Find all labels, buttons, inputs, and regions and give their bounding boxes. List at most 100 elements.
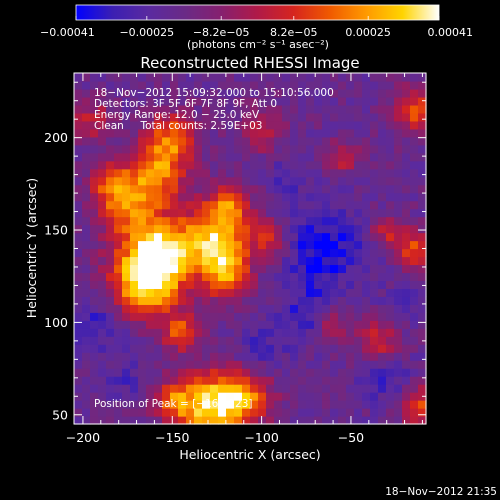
heatmap-cell <box>250 384 259 393</box>
heatmap-cell <box>250 336 259 345</box>
heatmap-cell <box>402 272 411 282</box>
heatmap-cell <box>194 320 203 329</box>
heatmap-cell <box>154 360 163 369</box>
heatmap-cell <box>330 96 339 106</box>
heatmap-cell <box>226 200 235 210</box>
heatmap-cell <box>138 80 147 90</box>
heatmap-cell <box>218 288 227 297</box>
heatmap-cell <box>194 104 203 114</box>
heatmap-cell <box>330 352 339 361</box>
heatmap-cell <box>242 296 251 305</box>
heatmap-cell <box>274 248 283 258</box>
heatmap-cell <box>218 248 227 258</box>
heatmap-cell <box>146 144 155 154</box>
heatmap-cell <box>130 400 139 409</box>
heatmap-cell <box>346 264 355 274</box>
heatmap-cell <box>402 248 411 258</box>
heatmap-cell <box>210 248 219 258</box>
heatmap-cell <box>194 336 203 345</box>
heatmap-cell <box>106 208 115 218</box>
heatmap-cell <box>330 192 339 202</box>
heatmap-cell <box>282 280 291 289</box>
heatmap-cell <box>226 344 235 353</box>
heatmap-cell <box>306 176 315 186</box>
heatmap-cell <box>74 272 83 282</box>
heatmap-cell <box>354 360 363 369</box>
heatmap-cell <box>330 392 339 401</box>
heatmap-cell <box>338 88 347 98</box>
heatmap-cell <box>362 280 371 289</box>
heatmap-cell <box>82 368 91 377</box>
heatmap-cell <box>322 312 331 321</box>
heatmap-cell <box>74 120 83 130</box>
heatmap-cell <box>202 288 211 297</box>
heatmap-cell <box>250 216 259 226</box>
heatmap-cell <box>242 384 251 393</box>
heatmap-cell <box>322 296 331 305</box>
heatmap-cell <box>114 232 123 242</box>
heatmap-cell <box>186 120 195 130</box>
heatmap-cell <box>394 73 403 82</box>
heatmap-cell <box>234 216 243 226</box>
heatmap-cell <box>210 264 219 274</box>
heatmap-cell <box>346 168 355 178</box>
heatmap-cell <box>322 73 331 82</box>
heatmap-cell <box>410 240 419 250</box>
heatmap-cell <box>378 240 387 250</box>
heatmap-cell <box>354 184 363 194</box>
heatmap-cell <box>314 392 323 401</box>
heatmap-cell <box>266 304 275 313</box>
heatmap-cell <box>138 384 147 393</box>
heatmap-cell <box>122 280 131 289</box>
heatmap-cell <box>234 272 243 282</box>
heatmap-cell <box>146 88 155 98</box>
heatmap-cell <box>202 120 211 130</box>
heatmap-cell <box>314 344 323 353</box>
heatmap-cell <box>74 152 83 162</box>
heatmap-cell <box>90 400 99 409</box>
heatmap-cell <box>154 288 163 297</box>
heatmap-cell <box>226 216 235 226</box>
heatmap-cell <box>330 320 339 329</box>
heatmap-cell <box>314 352 323 361</box>
heatmap-cell <box>346 73 355 82</box>
heatmap-cell <box>242 96 251 106</box>
heatmap-cell <box>146 248 155 258</box>
heatmap-cell <box>218 128 227 138</box>
heatmap-cell <box>378 328 387 337</box>
heatmap-cell <box>98 184 107 194</box>
heatmap-cell <box>106 232 115 242</box>
heatmap-cell <box>314 384 323 393</box>
heatmap-cell <box>290 73 299 82</box>
heatmap-cell <box>162 256 171 266</box>
heatmap-cell <box>114 240 123 250</box>
heatmap-cell <box>250 264 259 274</box>
heatmap-cell <box>218 152 227 162</box>
heatmap-cell <box>82 416 91 425</box>
heatmap-cell <box>186 224 195 234</box>
heatmap-cell <box>322 320 331 329</box>
heatmap-cell <box>322 240 331 250</box>
heatmap-cell <box>386 248 395 258</box>
heatmap-cell <box>210 408 219 417</box>
heatmap-cell <box>74 144 83 154</box>
heatmap-cell <box>282 328 291 337</box>
heatmap-cell <box>362 200 371 210</box>
heatmap-cell <box>298 216 307 226</box>
heatmap-cell <box>378 248 387 258</box>
heatmap-cell <box>210 256 219 266</box>
heatmap-cell <box>226 336 235 345</box>
heatmap-cell <box>386 360 395 369</box>
heatmap-cell <box>122 184 131 194</box>
heatmap-cell <box>298 192 307 202</box>
heatmap-cell <box>154 304 163 313</box>
heatmap-cell <box>290 376 299 385</box>
heatmap-cell <box>170 152 179 162</box>
heatmap-cell <box>274 120 283 130</box>
heatmap-cell <box>114 184 123 194</box>
heatmap-cell <box>234 200 243 210</box>
heatmap-cell <box>282 392 291 401</box>
heatmap-cell <box>114 376 123 385</box>
annotation-energy-range: Energy Range: 12.0 − 25.0 keV <box>94 109 260 121</box>
heatmap-cell <box>306 216 315 226</box>
